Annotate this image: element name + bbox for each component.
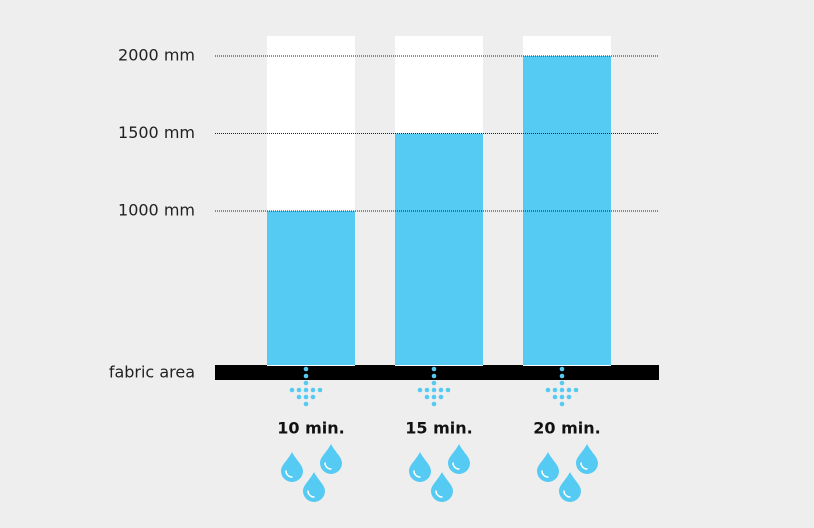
drop-highlight [452,462,460,470]
x-tick-label: 15 min. [405,419,472,438]
arrow-dot [424,394,430,400]
drop-highlight [563,490,571,498]
arrow-dot [545,387,551,393]
arrow-dot [566,387,572,393]
drop-highlight [580,462,588,470]
arrow-dot [424,387,430,393]
bar [395,133,483,365]
arrow-dot [438,387,444,393]
drop-highlight [324,462,332,470]
arrow-dot [559,387,565,393]
arrow-dot [303,380,309,386]
arrow-dot [417,387,423,393]
arrow-dot [552,394,558,400]
arrow-dot [431,380,437,386]
arrow-dot [303,373,309,379]
y-tick-label: 2000 mm [118,46,195,65]
arrow-dot [296,394,302,400]
arrow-dot [559,366,565,372]
arrow-dot [559,394,565,400]
arrow-dot [431,366,437,372]
arrow-dot [303,401,309,407]
arrow-dot [559,373,565,379]
arrow-dot [303,394,309,400]
y-tick-label: 1000 mm [118,201,195,220]
arrow-dot [566,394,572,400]
arrow-dot [296,387,302,393]
x-tick-label: 10 min. [277,419,344,438]
arrow-dot [317,387,323,393]
arrow-dot [431,373,437,379]
drop-highlight [285,470,293,478]
arrow-dot [559,401,565,407]
drop-highlight [435,490,443,498]
arrow-dot [431,387,437,393]
fabric-bar [215,365,659,380]
arrow-dot [310,394,316,400]
arrow-dot [303,366,309,372]
y-tick-label: 1500 mm [118,123,195,142]
baseline-label: fabric area [109,363,195,382]
arrow-dot [431,394,437,400]
bar [267,211,355,365]
arrow-dot [552,387,558,393]
drop-highlight [413,470,421,478]
arrow-dot [303,387,309,393]
x-tick-label: 20 min. [533,419,600,438]
arrow-dot [438,394,444,400]
drop-highlight [307,490,315,498]
arrow-dot [559,380,565,386]
arrow-dot [310,387,316,393]
arrow-dot [431,401,437,407]
arrow-dot [289,387,295,393]
arrow-dot [445,387,451,393]
drop-highlight [541,470,549,478]
arrow-dot [573,387,579,393]
